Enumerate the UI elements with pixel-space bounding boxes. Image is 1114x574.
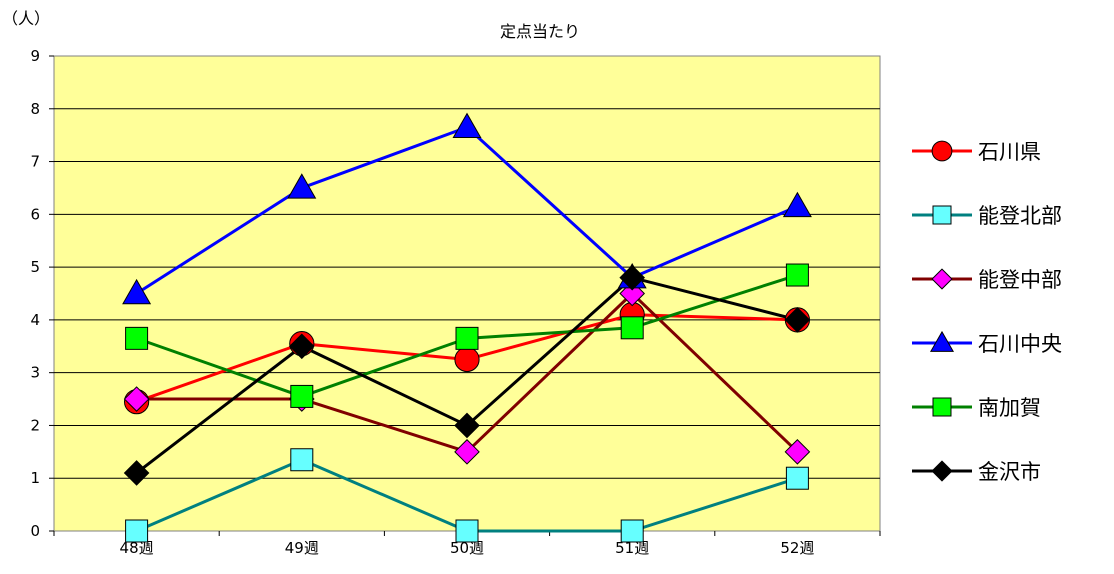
x-axis: 48週 49週 50週 51週 52週 [53,531,881,557]
legend-marker [931,460,953,482]
data-point [619,264,646,291]
gridlines [54,108,880,479]
data-point [125,519,149,543]
data-point [123,386,150,412]
y-tick-label: 0 [30,522,40,540]
legend-label: 能登中部 [978,268,1062,292]
data-point [620,316,644,340]
data-point [455,326,479,350]
y-tick-label: 1 [30,469,40,487]
y-tick-label: 4 [30,311,40,329]
legend-marker [932,397,952,417]
series-markers [122,112,812,543]
chart-title: 定点当たり [500,22,580,41]
data-point [785,263,809,287]
data-point [620,519,644,543]
legend-marker [931,140,953,162]
data-point [123,460,150,486]
y-tick-label: 6 [30,205,40,223]
legend-label: 石川中央 [978,332,1062,356]
data-point [454,439,480,465]
data-point [782,191,812,218]
data-point [784,307,811,333]
x-tick-label: 51週 [615,539,649,557]
data-point [125,326,149,350]
y-axis: 0 1 2 3 4 5 6 7 8 9 [30,47,54,540]
data-point [454,412,480,439]
x-tick-label: 52週 [780,539,814,557]
x-tick-label: 49週 [285,539,319,557]
legend-label: 石川県 [978,140,1041,164]
x-tick-label: 50週 [450,539,484,557]
legend-label: 能登北部 [978,204,1062,228]
y-tick-label: 9 [30,47,40,65]
data-point [290,448,314,472]
x-tick-label: 48週 [120,539,154,557]
y-tick-label: 3 [30,364,40,382]
y-tick-label: 5 [30,258,40,276]
legend-marker [929,330,955,352]
y-tick-label: 8 [30,100,40,118]
legend-label: 金沢市 [978,460,1041,484]
y-axis-unit-label: （人） [2,9,50,28]
data-point [785,466,809,490]
y-tick-label: 7 [30,153,40,171]
data-point [122,278,152,305]
data-point [784,439,811,465]
data-point [452,112,482,138]
data-point [290,384,314,408]
legend-marker [931,268,953,290]
legend-label: 南加賀 [978,396,1041,420]
data-point [287,173,317,199]
data-point [454,346,480,373]
data-point [288,333,315,360]
data-point [455,519,479,543]
legend-marker [932,205,952,225]
y-tick-label: 2 [30,416,40,434]
